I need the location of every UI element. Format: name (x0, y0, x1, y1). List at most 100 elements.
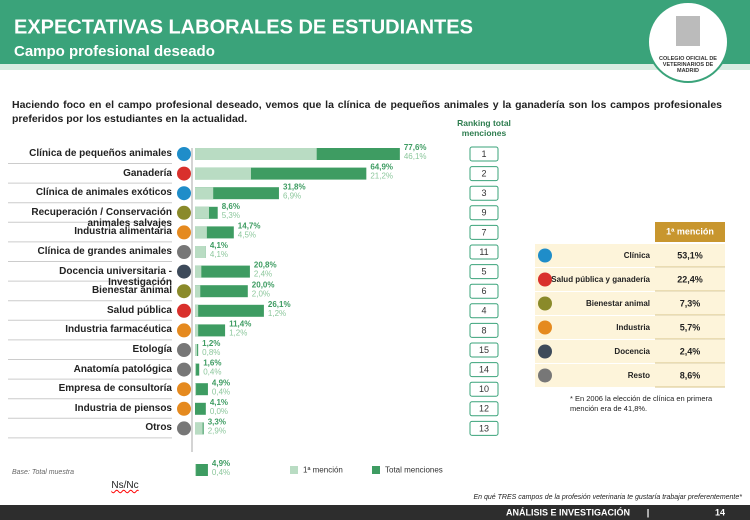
category-label: Ganadería (123, 167, 172, 179)
value-label-total: 20,8% (254, 261, 277, 270)
category-label: Anatomía patológica (73, 363, 172, 375)
value-label-total: 20,0% (252, 280, 275, 289)
rank-box (469, 166, 499, 182)
legend-swatch (290, 466, 298, 474)
rank-box (469, 224, 499, 240)
ranking-title: Ranking total menciones (457, 118, 511, 138)
question: En qué TRES campos de la profesión veter… (474, 494, 743, 501)
value-label-total: 77,6% (404, 143, 427, 152)
category-label: Ns/Nc (111, 480, 139, 491)
bar-total (195, 304, 264, 317)
rank: 8 (481, 325, 486, 335)
rank: 6 (481, 286, 486, 296)
legend-swatch (372, 466, 380, 474)
rank: 13 (479, 423, 489, 433)
icon (177, 362, 191, 377)
category-label: Industria farmacéutica (65, 324, 172, 336)
value-label-first: 2,4% (254, 270, 272, 279)
bar-first (195, 363, 197, 376)
icon (177, 166, 191, 181)
bar-first (195, 304, 199, 317)
value-label-total: 4,1% (210, 241, 228, 250)
value-label-total: 4,9% (212, 378, 230, 387)
bar-total (195, 363, 200, 376)
footer-sep: | (647, 507, 650, 517)
table-cell: Salud pública y ganadería (551, 275, 650, 284)
table-icon (538, 272, 552, 287)
legend-label: Total menciones (385, 466, 443, 475)
icon (177, 382, 191, 397)
logo-emblem (676, 16, 700, 46)
table-row-bg (535, 244, 725, 267)
rank: 10 (479, 384, 489, 394)
intro: Haciendo foco en el campo profesional de… (12, 99, 722, 125)
footer-band (0, 505, 750, 520)
category-label: Otros (145, 422, 172, 434)
icon (177, 147, 191, 161)
rank: 4 (481, 306, 486, 316)
rank-box (469, 381, 499, 397)
category-label: Industria alimentaria (74, 226, 172, 238)
rank-box (469, 420, 499, 436)
bar-total (195, 265, 250, 278)
footer-section: ANÁLISIS E INVESTIGACIÓN (506, 506, 630, 517)
bar-total (195, 187, 279, 200)
value-label-total: 4,1% (210, 398, 228, 407)
rank-box (469, 362, 499, 378)
legend-label: 1ª mención (303, 466, 343, 475)
rank: 12 (479, 404, 489, 414)
table-cell: Bienestar animal (586, 299, 650, 308)
rank-box (469, 146, 499, 162)
rank-box (469, 303, 499, 319)
bar-first (195, 226, 207, 239)
icon (177, 186, 191, 201)
value-label-first: 0,4% (212, 468, 230, 477)
icon (177, 303, 191, 318)
table-row-bg (535, 364, 725, 387)
bar-first (195, 324, 199, 337)
category-label: Recuperación / Conservación animales sal… (31, 206, 172, 229)
category-label: Bienestar animal (91, 285, 172, 297)
bar-total (195, 383, 208, 396)
value-label-first: 0,0% (210, 407, 228, 416)
value-label-total: 1,2% (202, 339, 220, 348)
rank-box (469, 342, 499, 358)
table-cell: 2,4% (680, 346, 701, 356)
value-label-first: 2,0% (252, 289, 270, 298)
icon (177, 264, 191, 279)
rank-box (469, 185, 499, 201)
value-label-first: 5,3% (222, 211, 240, 220)
rank: 5 (481, 266, 486, 276)
bar-total (195, 285, 248, 298)
table-icon (538, 344, 552, 359)
rank: 9 (481, 208, 486, 218)
bar-first (195, 187, 214, 200)
bar-first (195, 285, 201, 298)
value-label-total: 4,9% (212, 459, 230, 468)
value-label-first: 0,4% (212, 387, 230, 396)
rank-box (469, 244, 499, 260)
bar-first (195, 265, 202, 278)
logo-text: COLEGIO OFICIAL DE VETERINARIOS DE MADRI… (659, 56, 717, 74)
bar-total (195, 402, 206, 415)
header-band (0, 0, 750, 64)
category-label: Clínica de pequeños animales (29, 148, 172, 159)
bar-first (195, 383, 197, 396)
header-rule (0, 64, 750, 70)
value-label-total: 14,7% (238, 222, 261, 231)
value-label-total: 64,9% (370, 163, 393, 172)
rank-box (469, 205, 499, 221)
icon (177, 401, 191, 416)
rank-box (469, 401, 499, 417)
rank: 11 (479, 247, 488, 257)
category-label: Salud pública (106, 304, 172, 316)
value-label-first: 4,5% (238, 231, 256, 240)
value-label-first: 0,8% (202, 348, 220, 357)
rank: 14 (479, 364, 489, 374)
value-label-first: 0,4% (203, 368, 221, 377)
value-label-first: 46,1% (404, 152, 427, 161)
table-icon (538, 320, 552, 335)
bar-total (195, 324, 226, 337)
